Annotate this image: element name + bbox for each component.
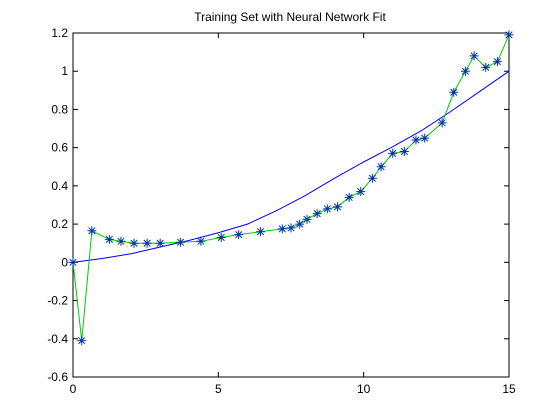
training-point: [420, 133, 430, 143]
training-point: [104, 234, 114, 244]
training-point: [322, 204, 332, 214]
y-tick-label: 0.8: [51, 102, 68, 116]
training-point: [116, 236, 126, 246]
y-tick-label: 0: [61, 255, 68, 269]
y-tick-label: 0.2: [51, 217, 68, 231]
training-point: [68, 257, 78, 267]
training-point: [492, 57, 502, 67]
training-point: [399, 146, 409, 156]
training-point: [388, 148, 398, 158]
training-point: [333, 202, 343, 212]
training-point: [481, 62, 491, 72]
training-point: [216, 232, 226, 242]
training-point: [176, 237, 186, 247]
x-tick-label: 0: [70, 382, 77, 396]
y-tick-labels: -0.6 -0.4 -0.2 0 0.2 0.4 0.6 0.8 1 1.2: [47, 26, 68, 384]
y-tick-label: -0.6: [47, 370, 68, 384]
training-point: [277, 224, 287, 234]
training-point: [77, 336, 87, 346]
fit-line: [72, 70, 510, 263]
training-point: [411, 135, 421, 145]
axis-ticks: [72, 32, 510, 378]
training-point: [469, 51, 479, 61]
y-tick-label: 0.6: [51, 141, 68, 155]
training-point: [196, 236, 206, 246]
training-point: [449, 87, 459, 97]
training-point: [295, 219, 305, 229]
training-point: [129, 238, 139, 248]
training-point: [504, 30, 514, 40]
x-tick-labels: 0 5 10 15: [70, 382, 516, 396]
training-point: [460, 66, 470, 76]
training-point: [87, 226, 97, 236]
training-point: [255, 227, 265, 237]
training-point: [142, 238, 152, 248]
training-point: [155, 238, 165, 248]
training-point: [286, 223, 296, 233]
y-tick-label: 1.2: [51, 26, 68, 40]
x-tick-label: 15: [502, 382, 516, 396]
training-point: [367, 173, 377, 183]
series-layer: [68, 30, 514, 346]
training-point: [302, 214, 312, 224]
y-tick-label: 1: [61, 64, 68, 78]
y-tick-label: 0.4: [51, 179, 68, 193]
y-tick-label: -0.4: [47, 332, 68, 346]
training-point: [234, 230, 244, 240]
training-point: [437, 118, 447, 128]
x-tick-label: 5: [215, 382, 222, 396]
y-tick-label: -0.2: [47, 294, 68, 308]
x-tick-label: 10: [357, 382, 371, 396]
training-point: [356, 187, 366, 197]
plot-area: [72, 32, 510, 378]
training-point: [344, 192, 354, 202]
training-point: [312, 209, 322, 219]
chart-title: Training Set with Neural Network Fit: [194, 10, 386, 24]
training-point: [376, 162, 386, 172]
